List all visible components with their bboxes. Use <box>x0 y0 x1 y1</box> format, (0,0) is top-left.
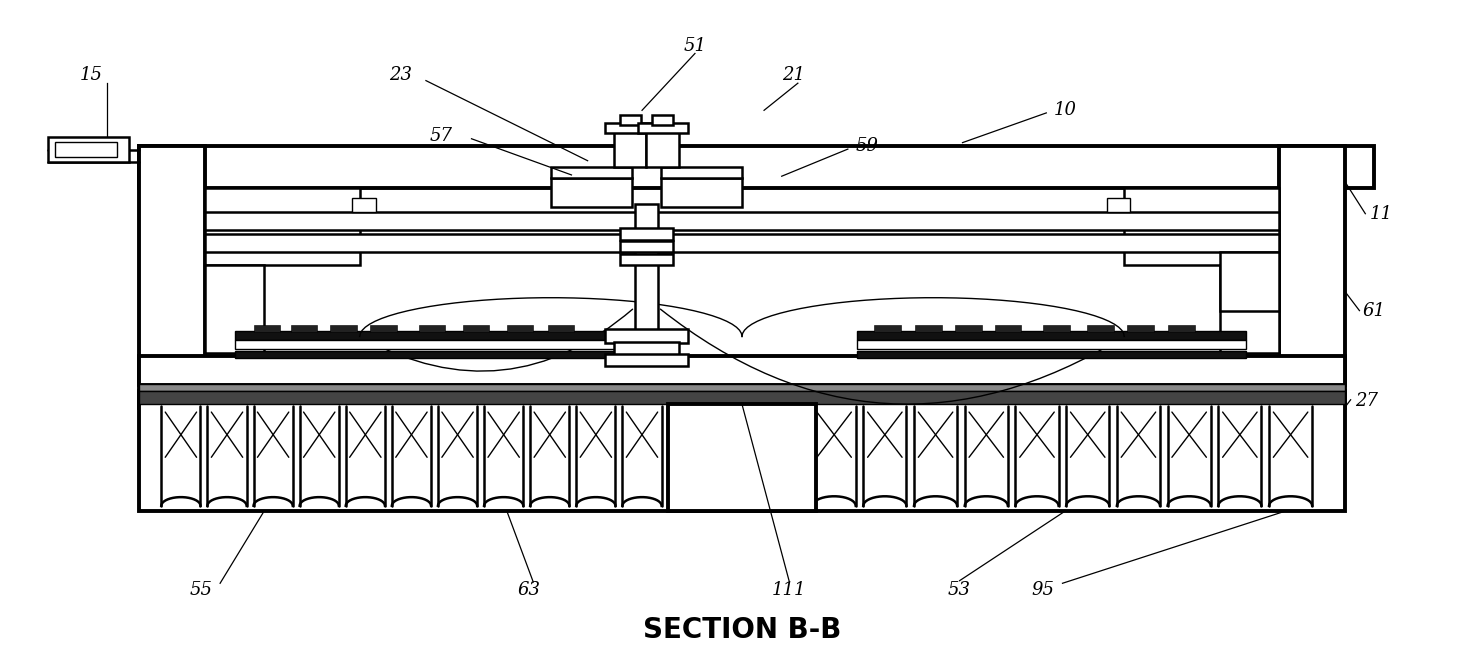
Bar <box>614 342 678 356</box>
Bar <box>55 142 117 158</box>
Bar <box>234 331 625 340</box>
Bar <box>205 212 1279 230</box>
Bar <box>605 329 687 343</box>
Bar <box>856 331 1247 340</box>
Text: 51: 51 <box>684 37 706 55</box>
Bar <box>205 265 264 369</box>
Bar <box>668 405 816 511</box>
Bar <box>370 325 396 332</box>
Text: 15: 15 <box>79 66 102 84</box>
Text: 57: 57 <box>429 127 453 145</box>
Bar <box>635 204 659 330</box>
Bar <box>463 325 490 332</box>
Bar <box>620 241 672 253</box>
Bar <box>205 234 1279 253</box>
Bar <box>506 325 533 332</box>
Bar <box>291 325 318 332</box>
Text: 55: 55 <box>190 581 212 599</box>
Bar <box>1107 197 1131 212</box>
Bar <box>139 391 1345 405</box>
Bar <box>994 325 1021 332</box>
Text: 10: 10 <box>1054 102 1077 119</box>
Bar <box>856 351 1247 358</box>
Bar <box>605 123 656 133</box>
Text: 111: 111 <box>772 581 806 599</box>
Bar <box>1043 325 1070 332</box>
Bar <box>139 146 205 407</box>
Bar <box>331 325 356 332</box>
Text: 59: 59 <box>855 137 879 155</box>
Text: 61: 61 <box>1362 302 1386 319</box>
Bar <box>254 325 280 332</box>
Text: 11: 11 <box>1370 205 1393 222</box>
Text: 53: 53 <box>948 581 971 599</box>
Bar <box>614 131 647 166</box>
Bar <box>956 325 981 332</box>
Bar <box>139 383 1345 391</box>
Bar <box>874 325 901 332</box>
Text: SECTION B-B: SECTION B-B <box>643 616 841 644</box>
Bar <box>1168 325 1195 332</box>
Bar <box>551 166 632 178</box>
Bar <box>605 354 687 366</box>
Bar <box>1220 352 1279 369</box>
Text: 63: 63 <box>518 581 540 599</box>
Text: 27: 27 <box>1355 392 1379 410</box>
Bar <box>352 197 375 212</box>
Bar <box>916 325 942 332</box>
Bar <box>662 166 742 178</box>
Bar <box>418 325 445 332</box>
Bar <box>234 340 625 348</box>
Bar <box>234 351 625 358</box>
Bar <box>647 131 678 166</box>
Text: 21: 21 <box>782 66 804 84</box>
Bar <box>620 228 672 240</box>
Bar <box>139 391 1345 511</box>
Bar <box>662 178 742 207</box>
Bar <box>139 356 1345 385</box>
Bar <box>620 115 641 125</box>
Bar <box>856 340 1247 348</box>
Text: 23: 23 <box>389 66 413 84</box>
Bar <box>620 253 672 265</box>
Text: 95: 95 <box>1031 581 1055 599</box>
Bar <box>205 188 359 265</box>
Bar <box>1279 146 1345 407</box>
Bar <box>638 123 687 133</box>
Bar <box>1128 325 1153 332</box>
Bar <box>47 137 129 162</box>
Bar <box>1125 188 1279 265</box>
Bar <box>205 352 264 369</box>
Bar <box>551 178 632 207</box>
Bar <box>653 115 672 125</box>
Bar <box>139 146 1374 188</box>
Bar <box>1220 253 1279 311</box>
Bar <box>1220 265 1279 369</box>
Bar <box>548 325 574 332</box>
Bar <box>1088 325 1114 332</box>
